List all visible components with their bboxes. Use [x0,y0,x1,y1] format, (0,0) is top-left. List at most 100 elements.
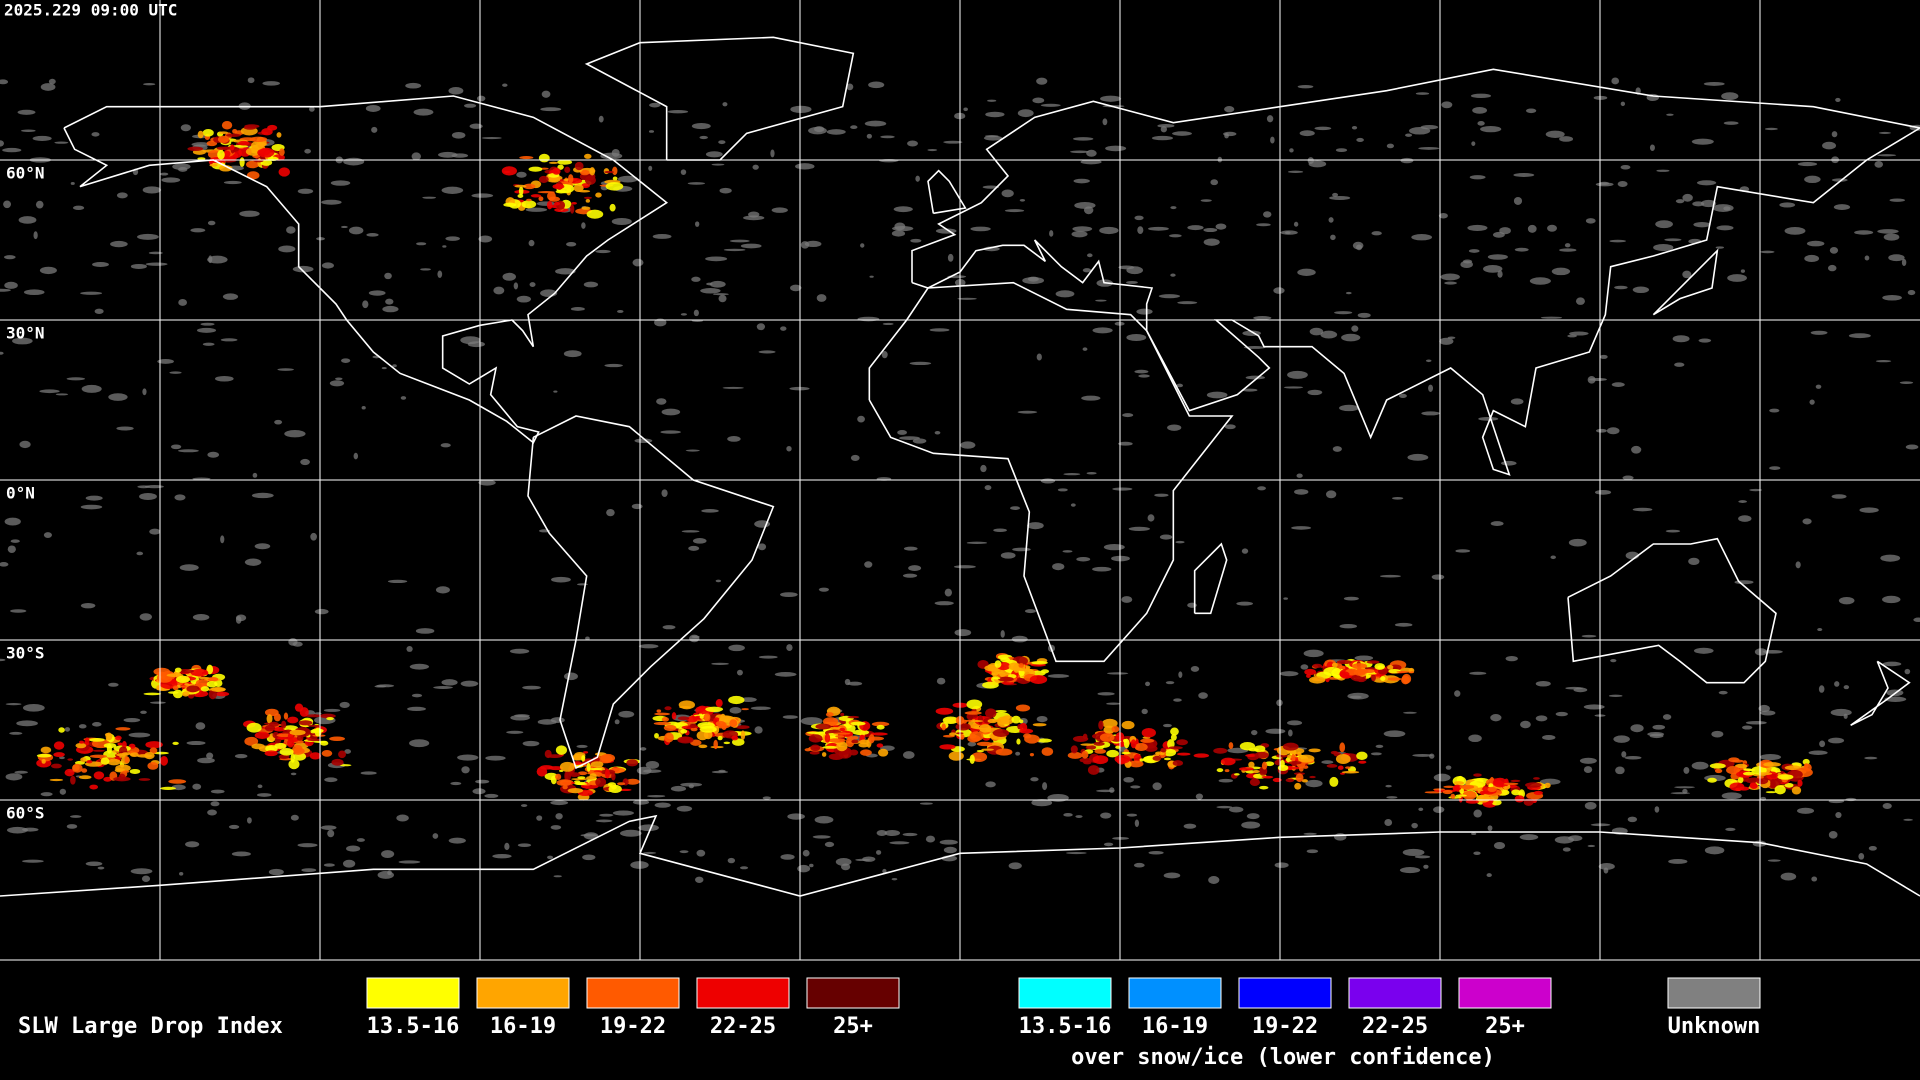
cloud [1797,162,1818,167]
cloud [752,164,759,170]
cloud [1581,634,1597,638]
cloud [1354,655,1374,661]
drop-cloud [526,198,532,202]
drop-cloud [1533,790,1543,796]
cloud [1764,127,1778,131]
cloud [405,82,422,89]
cloud [736,669,743,676]
cloud [638,824,659,832]
drop-cloud [278,167,290,177]
drop-cloud [1309,676,1326,684]
cloud [1802,518,1812,525]
drop-cloud [307,724,321,727]
drop-cloud [279,148,285,156]
drop-cloud [1272,777,1282,783]
drop-cloud [1094,748,1107,754]
cloud [1351,126,1358,130]
drop-cloud [1082,733,1088,740]
cloud [1246,813,1260,820]
drop-cloud [663,724,677,732]
cloud [566,242,577,247]
cloud [1487,254,1508,260]
drop-cloud [1707,777,1717,783]
cloud [1888,254,1905,262]
drop-cloud [562,785,568,790]
drop-cloud [1729,782,1745,791]
cloud [1878,131,1892,134]
drop-cloud [1067,751,1083,759]
cloud [648,130,655,133]
drop-cloud [852,729,870,736]
cloud [0,562,9,567]
drop-cloud [871,721,890,727]
cloud [1815,384,1822,389]
coastline [63,95,669,444]
cloud [409,663,430,670]
cloud [1092,566,1112,572]
cloud [1672,335,1690,343]
cloud [116,426,134,431]
drop-cloud [1114,754,1131,764]
drop-cloud [1777,774,1794,780]
drop-cloud [282,725,299,731]
drop-cloud [1370,674,1376,682]
drop-cloud [979,724,992,733]
cloud [893,206,913,213]
cloud [685,449,700,452]
cloud [1551,267,1571,276]
cloud [1877,154,1897,157]
drop-cloud [276,737,291,740]
cloud [262,81,280,86]
cloud [440,443,451,448]
drop-cloud [581,755,586,762]
cloud [681,530,700,533]
drop-cloud [1329,776,1339,787]
legend-swatch [1128,977,1222,1009]
cloud [441,186,464,194]
drop-cloud [547,191,556,201]
cloud [1283,386,1304,389]
cloud [91,722,102,727]
cloud [1167,424,1182,431]
legend-label: 19-22 [600,1014,666,1039]
cloud [21,129,36,132]
cloud [195,722,206,730]
drop-cloud [1019,723,1028,732]
cloud [553,390,558,393]
drop-cloud [67,758,74,761]
drop-cloud [654,732,659,739]
drop-cloud [190,668,209,677]
drop-cloud [251,743,265,750]
drop-cloud [249,136,268,143]
drop-cloud [835,735,845,738]
cloud [525,207,548,212]
drop-cloud [1340,772,1345,775]
cloud [18,216,37,224]
cloud [1288,729,1293,737]
cloud [1000,552,1016,559]
drop-cloud [699,714,705,719]
drop-cloud [538,196,544,202]
drop-cloud [868,734,875,744]
cloud [348,226,364,235]
drop-cloud [1341,770,1360,774]
cloud [1326,490,1337,499]
cloud [406,646,413,652]
drop-cloud [1130,739,1137,749]
drop-cloud [1008,662,1021,671]
cloud [1134,819,1140,828]
cloud [1880,554,1901,562]
cloud [481,136,502,140]
cloud [1734,580,1754,585]
drop-cloud [1392,666,1398,670]
cloud [381,367,387,370]
cloud [660,430,681,434]
drop-cloud [519,155,534,160]
cloud [1795,561,1801,569]
cloud [880,135,895,139]
legend-label: 16-19 [490,1014,556,1039]
cloud [1445,765,1452,770]
cloud [12,337,33,345]
cloud [1287,170,1304,174]
